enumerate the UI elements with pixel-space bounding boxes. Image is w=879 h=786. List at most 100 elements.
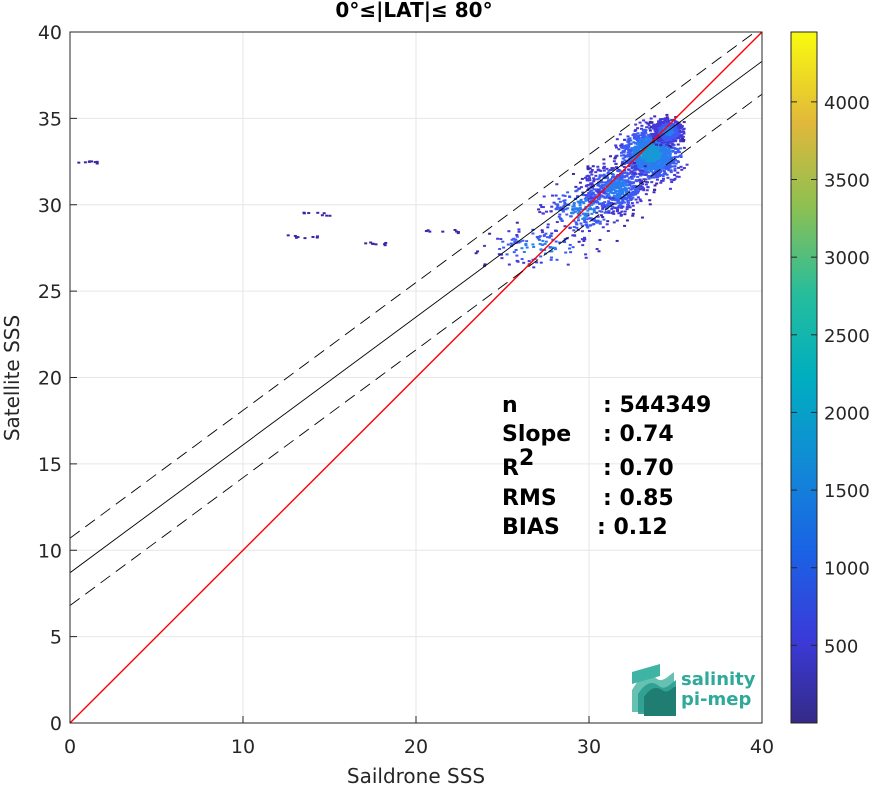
density-point (654, 173, 658, 176)
density-point (609, 185, 613, 188)
density-point (648, 120, 652, 123)
density-point (606, 204, 610, 207)
density-point (666, 176, 670, 179)
density-point (95, 160, 99, 163)
density-point (655, 173, 659, 176)
density-point (650, 143, 654, 146)
density-point (652, 144, 656, 147)
density-point (677, 136, 681, 139)
density-point (509, 242, 513, 245)
stats-box: n: 544349 Slope: 0.74 R 2: 0.70 RMS: 0.85 BIA… (502, 393, 711, 540)
density-point (623, 186, 627, 189)
density-point (589, 194, 593, 197)
wave-logo-icon (632, 664, 676, 716)
density-point (606, 202, 610, 205)
density-point (630, 171, 634, 174)
density-point (658, 118, 662, 121)
density-point (594, 171, 598, 174)
density-point (653, 168, 657, 171)
density-point (584, 256, 588, 259)
density-point (664, 172, 668, 175)
density-point (645, 152, 649, 155)
density-point (654, 143, 658, 146)
density-point (680, 168, 684, 171)
density-point (628, 199, 632, 202)
density-point (601, 206, 605, 209)
density-point (642, 119, 646, 122)
density-point (638, 186, 642, 189)
density-point (581, 244, 585, 247)
density-point (555, 206, 559, 209)
density-point (622, 151, 626, 154)
density-point (556, 204, 560, 207)
density-point (539, 261, 543, 264)
density-point (541, 239, 545, 242)
density-point (615, 184, 619, 187)
density-point (585, 184, 589, 187)
density-point (655, 157, 659, 160)
density-point (549, 258, 553, 261)
density-point (639, 134, 643, 137)
density-point (611, 205, 615, 208)
density-point (630, 197, 634, 200)
density-point (618, 196, 622, 199)
density-point (616, 193, 620, 196)
density-point (286, 234, 290, 237)
density-point (598, 194, 602, 197)
density-point (633, 185, 637, 188)
density-point (621, 157, 625, 160)
density-point (605, 189, 609, 192)
density-point (618, 191, 622, 194)
density-point (582, 217, 586, 220)
density-point (561, 194, 565, 197)
density-point (661, 143, 665, 146)
density-point (316, 211, 320, 214)
colorbar-tick-label: 3000 (824, 248, 870, 269)
density-point (616, 196, 620, 199)
density-point (631, 134, 635, 137)
density-point (598, 175, 602, 178)
density-point (680, 125, 684, 128)
density-point (588, 193, 592, 196)
density-point (476, 250, 480, 253)
density-point (642, 178, 646, 181)
density-point (597, 191, 601, 194)
density-point (548, 246, 552, 249)
density-point (592, 180, 596, 183)
density-point (642, 173, 646, 176)
density-point (557, 197, 561, 200)
density-point (652, 167, 656, 170)
density-point (579, 198, 583, 201)
density-point (651, 172, 655, 175)
density-point (614, 144, 618, 147)
density-point (571, 172, 575, 175)
density-point (606, 180, 610, 183)
density-point (676, 128, 680, 131)
density-point (662, 131, 666, 134)
density-point (575, 226, 579, 229)
density-point (640, 159, 644, 162)
density-point (659, 166, 663, 169)
density-point (669, 171, 673, 174)
y-tick-label: 30 (38, 195, 62, 217)
density-point (611, 183, 615, 186)
density-point (651, 126, 655, 129)
density-point (618, 211, 622, 214)
density-point (628, 184, 632, 187)
density-point (582, 218, 586, 221)
density-point (674, 116, 678, 119)
density-point (600, 184, 604, 187)
stat-value: : 0.74 (603, 422, 674, 447)
density-point (650, 165, 654, 168)
density-point (623, 213, 627, 216)
density-point (552, 201, 556, 204)
density-point (639, 164, 643, 167)
density-point (565, 213, 569, 216)
density-point (605, 176, 609, 179)
density-point (584, 199, 588, 202)
density-point (634, 134, 638, 137)
density-point (585, 215, 589, 218)
density-point (665, 127, 669, 130)
density-point (383, 243, 387, 246)
